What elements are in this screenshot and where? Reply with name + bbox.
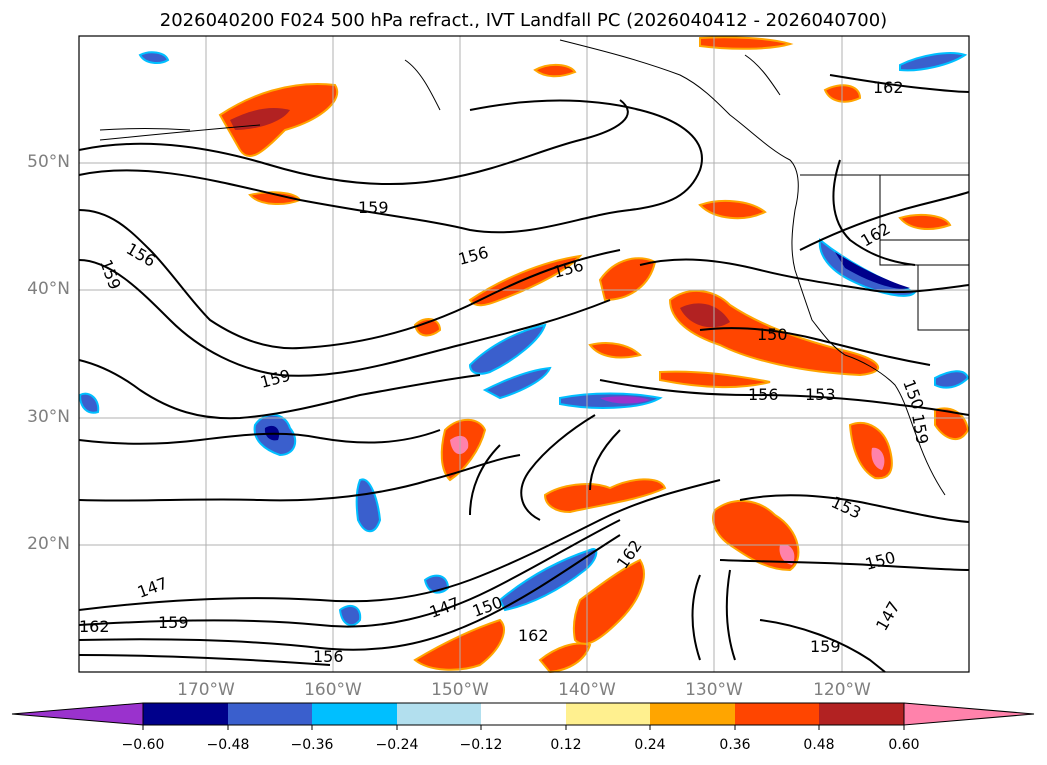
colorbar-segment <box>819 703 904 725</box>
colorbar-segment <box>481 703 566 725</box>
shade-negative <box>468 323 547 375</box>
contour-label: 153 <box>805 385 836 404</box>
shade-strong <box>680 303 730 328</box>
contour-label: 156 <box>313 647 344 666</box>
lon-label-150w: 150°W <box>431 680 489 700</box>
contour-label: 162 <box>518 626 549 645</box>
shade-positive <box>218 83 338 157</box>
shaded-areas <box>78 36 970 674</box>
shade-negative <box>934 370 970 389</box>
lon-label-120w: 120°W <box>813 680 871 700</box>
contour-label: 159 <box>358 198 389 217</box>
colorbar-tick-label: −0.12 <box>459 737 503 753</box>
lat-label-40n: 40°N <box>27 279 70 299</box>
colorbar-tick-marks <box>142 725 905 730</box>
map-panel: 162 159 156 159 156 156 159 150 156 153 … <box>78 35 970 674</box>
colorbar-tick-label: −0.60 <box>121 737 165 753</box>
contour-label: 156 <box>748 385 779 404</box>
colorbar-border <box>142 702 905 726</box>
lon-label-140w: 140°W <box>558 680 616 700</box>
shade-positive <box>668 289 880 377</box>
colorbar <box>11 702 1035 730</box>
chart-title: 2026040200 F024 500 hPa refract., IVT La… <box>159 10 888 31</box>
colorbar-segment <box>143 703 228 725</box>
shade-negative <box>482 366 552 400</box>
colorbar-tick-label: 0.12 <box>550 737 582 753</box>
lon-label-130w: 130°W <box>685 680 743 700</box>
contour-label: 159 <box>810 637 841 656</box>
lon-label-170w: 170°W <box>177 680 235 700</box>
coastlines <box>99 39 969 496</box>
shade-positive <box>588 342 642 359</box>
colorbar-segment <box>650 703 735 725</box>
colorbar-tick-label: 0.24 <box>634 737 666 753</box>
colorbar-tick-label: 0.48 <box>803 737 835 753</box>
colorbar-segment <box>566 703 650 725</box>
shade-positive <box>898 213 952 231</box>
shade-positive <box>572 558 645 645</box>
shade-negative <box>355 478 382 533</box>
lat-label-30n: 30°N <box>27 407 70 427</box>
shade-strong-negative <box>835 252 910 289</box>
colorbar-max-extension <box>903 702 1035 726</box>
colorbar-segment <box>312 703 397 725</box>
shade-strong <box>230 108 290 130</box>
map-border <box>78 35 970 673</box>
shade-strong <box>871 447 885 470</box>
colorbar-segment <box>735 703 819 725</box>
contour-label: 162 <box>873 78 904 97</box>
colorbar-tick-label: −0.24 <box>375 737 419 753</box>
shade-strong <box>450 435 469 455</box>
contour-label: 162 <box>79 617 110 636</box>
shade-negative <box>338 604 362 627</box>
contour-label: 159 <box>158 613 189 632</box>
refractivity-contours <box>78 74 970 673</box>
shade-negative <box>498 548 598 612</box>
shade-negative <box>138 51 170 64</box>
shade-positive <box>413 318 442 337</box>
shade-positive <box>659 370 771 389</box>
colorbar-tick-label: −0.36 <box>290 737 334 753</box>
shade-positive <box>699 36 794 50</box>
shade-positive <box>533 64 577 78</box>
shade-positive <box>934 407 970 440</box>
graticule <box>79 36 969 672</box>
colorbar-tick-label: −0.48 <box>206 737 250 753</box>
shade-positive <box>698 200 767 220</box>
shade-strong-negative <box>600 396 650 404</box>
colorbar-segment <box>228 703 312 725</box>
shade-negative <box>899 52 968 72</box>
lat-label-50n: 50°N <box>27 152 70 172</box>
colorbar-segment <box>397 703 481 725</box>
lon-label-160w: 160°W <box>304 680 362 700</box>
shade-positive <box>712 499 800 572</box>
shade-positive <box>538 642 592 674</box>
shade-negative <box>78 392 100 414</box>
colorbar-min-extension <box>11 702 144 726</box>
shade-positive <box>413 618 505 671</box>
lat-label-20n: 20°N <box>27 534 70 554</box>
shade-strong <box>779 544 795 565</box>
colorbar-tick-label: 0.60 <box>888 737 920 753</box>
contour-label: 150 <box>757 325 788 344</box>
colorbar-tick-label: 0.36 <box>719 737 751 753</box>
